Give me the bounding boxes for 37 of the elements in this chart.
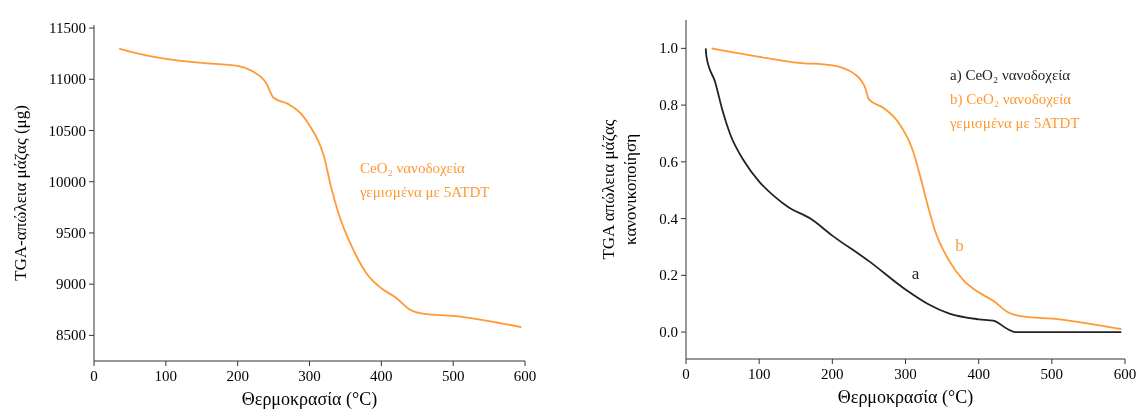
y-tick-label: 0.2 (659, 267, 678, 284)
y-tick-label: 0.8 (659, 97, 678, 114)
text: a) CeO₂ νανοδοχεία (950, 67, 1071, 84)
y-tick-label: 8500 (56, 327, 86, 344)
y-axis-title: TGA απώλεια μάζας κανονικοποίηση (599, 119, 640, 260)
y-tick-label: 11500 (49, 20, 86, 37)
y-tick-label: 10500 (48, 122, 86, 139)
x-tick-label: 600 (1113, 366, 1137, 382)
x-tick-label: 600 (513, 368, 537, 384)
x-tick-label: 0 (90, 368, 98, 384)
annotation: a (911, 264, 920, 284)
x-tick-label: 300 (894, 366, 917, 382)
y-axis-title: TGA-απώλεια μάζας (μg) (11, 105, 30, 281)
y-tick-label: 11000 (49, 71, 86, 88)
y-tick-label: 0.4 (659, 210, 679, 227)
y-tick-label: 9500 (56, 224, 86, 241)
x-tick-label: 500 (441, 368, 465, 384)
x-axis-title: Θερμοκρασία (°C) (837, 387, 974, 408)
y-tick-label: 0.6 (659, 153, 679, 170)
x-tick-label: 400 (967, 366, 990, 382)
x-tick-label: 400 (370, 368, 393, 384)
annotation: b (955, 236, 964, 256)
text: b) CeO₂ νανοδοχεία γεμισμένα με 5ATDT (949, 91, 1080, 131)
y-tick-label: 9000 (56, 276, 86, 293)
line-series (118, 47, 523, 329)
x-tick-label: 100 (747, 366, 771, 382)
x-tick-label: 0 (682, 366, 690, 382)
y-tick-label: 1.0 (659, 40, 678, 57)
x-tick-label: 200 (821, 366, 844, 382)
x-tick-label: 100 (154, 368, 178, 384)
y-tick-label: 0.0 (659, 324, 678, 341)
series-label: CeO₂ νανοδοχεία γεμισμένα με 5ATDT (359, 160, 490, 200)
y-tick-label: 10000 (48, 173, 86, 190)
x-tick-label: 300 (298, 368, 321, 384)
x-axis-title: Θερμοκρασία (°C) (241, 389, 378, 410)
x-tick-label: 500 (1040, 366, 1064, 382)
x-tick-label: 200 (226, 368, 249, 384)
